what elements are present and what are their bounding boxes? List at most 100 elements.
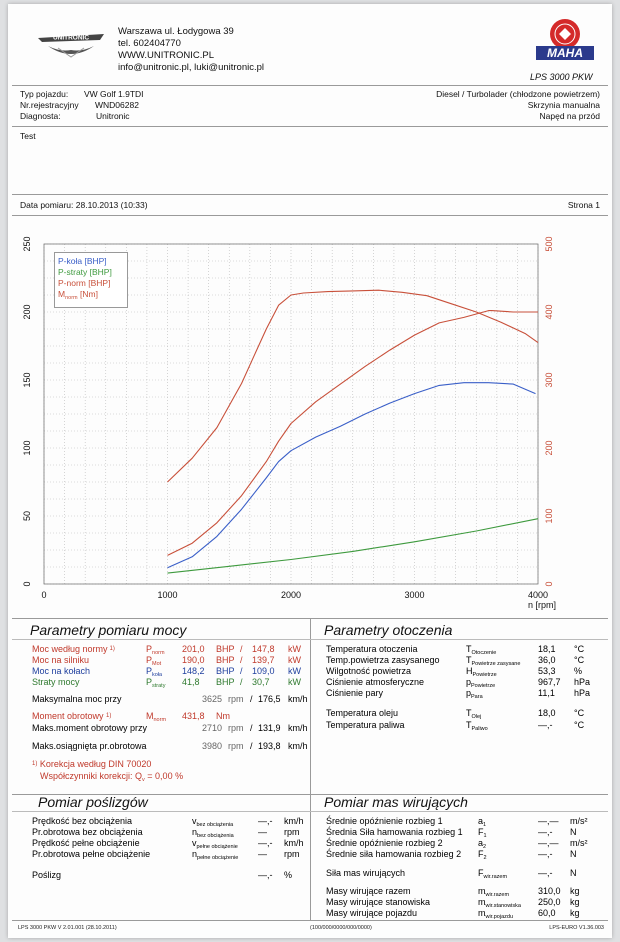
ambient-value: 36,0 — [538, 655, 556, 665]
registration-value: WND06282 — [95, 100, 139, 110]
ambient-label: Temperatura paliwa — [326, 720, 405, 730]
x-tick-label: 0 — [41, 590, 46, 600]
mass-symbol: F1 — [478, 827, 487, 842]
footer-code: (100/000/0000/000/0000) — [310, 925, 372, 931]
y-right-tick-label: 500 — [544, 236, 554, 251]
mass-value: 310,0 — [538, 886, 561, 896]
symbol-sub: pełne obciążenie — [196, 844, 238, 850]
ambient-label: Ciśnienie atmosferyczne — [326, 677, 425, 687]
footer-version: LPS-EURO V1.36.003 — [549, 925, 604, 931]
slash: / — [240, 666, 243, 676]
symbol-sub: pełne obciążenie — [197, 855, 239, 861]
power-value-kw: 30,7 — [252, 677, 270, 687]
email: info@unitronic.pl, luki@unitronic.pl — [118, 62, 265, 73]
mass-symbol: mwir.razem — [478, 886, 509, 901]
symbol-letter: n — [192, 827, 198, 837]
mass-unit: m/s² — [570, 838, 588, 848]
symbol-letter: a — [478, 816, 484, 826]
symbol-sub: koła — [152, 672, 163, 678]
mass-row: Masy wirujące stanowiska mwir.stanowiska 2… — [326, 897, 606, 909]
ambient-unit: hPa — [574, 688, 591, 698]
symbol-sub: 1 — [483, 822, 487, 828]
series-line — [167, 310, 538, 556]
power-unit-kw: kW — [288, 677, 301, 687]
ambient-unit: hPa — [574, 677, 591, 687]
y-right-tick-label: 0 — [544, 581, 554, 586]
symbol-letter: T — [466, 720, 472, 730]
series-line — [167, 382, 536, 569]
y-right-tick-label: 100 — [544, 508, 554, 523]
x-tick-label: 2000 — [281, 590, 301, 600]
masses-section-title: Pomiar mas wirujących — [324, 794, 468, 810]
mass-unit: N — [570, 849, 577, 859]
legend-p-straty: P-straty [BHP] — [58, 267, 112, 277]
mass-row: Masy wirujące razem mwir.razem 310,0 kg — [326, 886, 606, 898]
power-unit-bhp: BHP — [216, 677, 235, 687]
slip-row: Poślizg —,- % — [32, 870, 293, 880]
symbol-sub: wir.pojazdu — [485, 914, 514, 920]
ambient-label: Temperatura oleju — [326, 708, 399, 718]
symbol-letter: T — [466, 655, 472, 665]
mass-label: Masy wirujące stanowiska — [326, 897, 431, 907]
y-left-tick-label: 100 — [22, 440, 32, 455]
mass-symbol: a2 — [478, 838, 486, 853]
ambient-value: 53,3 — [538, 666, 556, 676]
mass-symbol: Fwir.razem — [478, 868, 507, 883]
x-tick-label: 3000 — [404, 590, 424, 600]
symbol-sub: Olej — [471, 714, 482, 720]
series-line — [167, 289, 539, 483]
website: WWW.UNITRONIC.PL — [118, 50, 215, 61]
slip-symbol: vpełne obciążenie — [192, 838, 238, 853]
symbol-letter: P — [146, 677, 153, 687]
symbol-letter: v — [192, 816, 197, 826]
symbol-sub: 2 — [483, 844, 487, 850]
power-label: Moc na silniku — [32, 655, 90, 665]
mass-symbol: mwir.pojazdu — [478, 908, 513, 923]
ambient-value: —,- — [538, 720, 553, 730]
mass-label: Średnie opóźnienie rozbieg 2 — [326, 838, 443, 848]
mass-row: Masy wirujące pojazdu mwir.pojazdu 60,0 kg — [326, 908, 606, 920]
x-axis-label: n [rpm] — [528, 600, 556, 610]
slash: / — [240, 644, 243, 654]
max-power-row: Maksymalna moc przy 3625 rpm / 176,5 km/… — [32, 694, 308, 704]
ambient-value: 967,7 — [538, 677, 561, 687]
power-label: Moc według normy — [32, 644, 108, 654]
ambient-unit: °C — [574, 720, 585, 730]
ambient-symbol: TOtoczenie — [466, 644, 496, 659]
mass-row: Średnie opóźnienie rozbieg 1 a1 —,— m/s² — [326, 816, 606, 828]
ambient-row: Ciśnienie atmosferyczne pPowietrze 967,7 hP… — [326, 677, 606, 689]
power-label: Straty mocy — [32, 677, 80, 687]
ambient-unit: °C — [574, 655, 585, 665]
mass-label: Masy wirujące pojazdu — [326, 908, 418, 918]
slip-value: — — [258, 827, 267, 837]
symbol-sub: bez obciążenia — [196, 822, 234, 828]
symbol-letter: F — [478, 849, 484, 859]
mass-symbol: F2 — [478, 849, 487, 864]
power-unit-bhp: BHP — [216, 644, 235, 654]
symbol-letter: P — [146, 644, 153, 654]
slip-unit: km/h — [284, 816, 304, 826]
mass-unit: kg — [570, 886, 580, 896]
mass-value: —,- — [538, 827, 553, 837]
symbol-letter: a — [478, 838, 484, 848]
power-value-bhp: 148,2 — [182, 666, 205, 676]
series-line — [167, 518, 539, 574]
power-unit-kw: kW — [288, 666, 301, 676]
symbol-sub: wir.stanowiska — [485, 903, 521, 909]
symbol-letter: P — [146, 655, 153, 665]
slip-row: Pr.obrotowa pełne obciążenie npełne obcią… — [32, 849, 312, 861]
ambient-label: Temperatura otoczenia — [326, 644, 418, 654]
registration-label: Nr.rejestracyjny — [20, 100, 79, 110]
mass-row: Siła mas wirujących Fwir.razem —,- N — [326, 868, 606, 880]
symbol-sub: Otoczenie — [471, 650, 497, 656]
ambient-symbol: TPaliwo — [466, 720, 488, 735]
diagnostician-value: Unitronic — [96, 111, 130, 121]
chart-legend: P-koła [BHP] P-straty [BHP] P-norm [BHP]… — [54, 252, 128, 308]
slip-row: Prędkość bez obciążenia vbez obciążenia —,… — [32, 816, 312, 828]
page-number: Strona 1 — [567, 200, 600, 210]
ambient-row: Temperatura paliwa TPaliwo —,- °C — [326, 720, 606, 732]
ambient-section-title: Parametry otoczenia — [324, 622, 453, 638]
power-value-kw: 139,7 — [252, 655, 275, 665]
symbol-sub: 1 — [483, 833, 487, 839]
slip-row: Pr.obrotowa bez obciążenia nbez obciążeni… — [32, 827, 312, 839]
